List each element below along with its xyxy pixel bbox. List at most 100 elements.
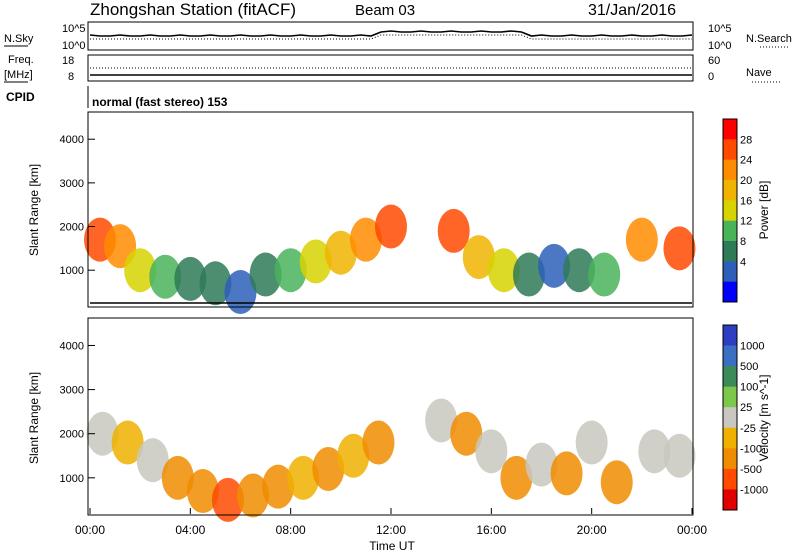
power-blob-5 <box>199 261 232 306</box>
velocity-blob-13 <box>450 411 483 456</box>
power-blob-13 <box>437 208 470 253</box>
power-blob-16 <box>512 252 545 297</box>
velocity-y-axis-label: Slant Range [km] <box>27 372 41 464</box>
power-blob-10 <box>324 230 357 275</box>
velocity-blob-16 <box>525 442 558 487</box>
velocity-colorbar-cell-8 <box>723 489 737 511</box>
power-blob-17 <box>538 243 571 288</box>
time-x-axis: 00:00 04:00 08:00 12:00 16:00 20:00 00:00 <box>75 508 707 537</box>
velocity-colorbar-tick-3: 25 <box>740 402 752 414</box>
n-search-label: N.Search <box>746 33 792 45</box>
power-blob-12 <box>375 204 407 249</box>
power-colorbar-tick-5: 8 <box>740 236 746 248</box>
velocity-blob-14 <box>475 429 508 474</box>
velocity-blob-3 <box>161 455 194 500</box>
cpid-label: CPID <box>6 90 35 104</box>
noise-right-tick-top: 10^5 <box>708 23 732 35</box>
power-blob-19 <box>588 252 621 297</box>
power-colorbar-cell-4 <box>723 200 737 222</box>
velocity-blob-18 <box>575 420 608 465</box>
velocity-colorbar-cell-3 <box>723 386 737 408</box>
freq-tick-top: 18 <box>62 55 74 67</box>
power-colorbar-tick-4: 12 <box>740 216 752 228</box>
velocity-colorbar-tick-5: -100 <box>740 443 762 455</box>
power-ytick-label-3: 4000 <box>60 134 84 146</box>
velocity-colorbar-frame <box>722 324 738 511</box>
velocity-colorbar-cell-2 <box>723 366 737 388</box>
power-colorbar-tick-2: 20 <box>740 175 752 187</box>
velocity-heatmap <box>86 398 696 522</box>
power-colorbar-cell-6 <box>723 241 737 262</box>
power-panel-frame <box>87 111 694 308</box>
velocity-blob-20 <box>638 429 671 474</box>
velocity-blob-5 <box>211 477 244 522</box>
n-sky-label: N.Sky <box>4 33 34 45</box>
velocity-blob-8 <box>287 455 320 500</box>
velocity-ytick-label-3: 4000 <box>60 340 84 352</box>
power-colorbar-cell-1 <box>723 139 737 161</box>
time-tick-label-4: 16:00 <box>476 523 506 537</box>
velocity-y-axis: 1000 2000 3000 4000 <box>60 340 95 485</box>
velocity-colorbar-label: Velocity [m s^-1] <box>757 375 771 462</box>
time-tick-label-1: 04:00 <box>175 523 205 537</box>
power-colorbar-cell-2 <box>723 159 737 181</box>
nave-tick-top: 60 <box>708 55 720 67</box>
time-tick-label-0: 00:00 <box>75 523 105 537</box>
velocity-colorbar-cell-4 <box>723 407 737 429</box>
noise-left-tick-top: 10^5 <box>62 23 86 35</box>
power-y-axis-label: Slant Range [km] <box>27 164 41 256</box>
velocity-blob-4 <box>186 469 219 514</box>
velocity-blob-17 <box>550 451 583 496</box>
velocity-blob-11 <box>362 420 395 465</box>
noise-panel-frame <box>87 21 694 51</box>
power-blob-11 <box>349 217 382 262</box>
power-colorbar-cell-0 <box>723 119 737 140</box>
power-blob-14 <box>462 235 495 280</box>
velocity-blob-1 <box>111 420 144 465</box>
velocity-blob-7 <box>262 464 295 509</box>
velocity-blob-19 <box>600 460 633 505</box>
velocity-colorbar-tick-0: 1000 <box>740 341 764 353</box>
power-colorbar-tick-1: 24 <box>740 155 752 167</box>
beam-label: Beam 03 <box>355 2 415 19</box>
power-colorbar-cell-8 <box>723 281 737 303</box>
power-colorbar-cell-7 <box>723 261 737 283</box>
power-y-axis: 1000 2000 3000 4000 <box>60 134 95 277</box>
power-colorbar-tick-6: 4 <box>740 256 746 268</box>
time-axis-label: Time UT <box>369 539 415 553</box>
power-colorbar-cell-5 <box>723 220 737 242</box>
velocity-blob-10 <box>337 433 370 478</box>
power-blob-2 <box>124 248 157 293</box>
power-colorbar: 28 24 20 16 12 8 4 <box>722 118 752 303</box>
noise-left-tick-bottom: 10^0 <box>62 40 86 52</box>
velocity-colorbar-cell-7 <box>723 468 737 490</box>
freq-tick-bottom: 8 <box>68 71 74 83</box>
velocity-colorbar-tick-6: -500 <box>740 464 762 476</box>
nave-tick-bottom: 0 <box>708 71 714 83</box>
power-heatmap <box>84 204 696 315</box>
velocity-blob-2 <box>136 438 169 483</box>
velocity-colorbar-cell-1 <box>723 345 737 367</box>
power-colorbar-tick-3: 16 <box>740 195 752 207</box>
velocity-ytick-label-1: 2000 <box>60 429 84 441</box>
noise-right-tick-bottom: 10^0 <box>708 40 732 52</box>
velocity-ytick-label-0: 1000 <box>60 473 84 485</box>
velocity-blob-15 <box>500 455 533 500</box>
power-ytick-label-0: 1000 <box>60 265 84 277</box>
power-blob-21 <box>663 226 696 271</box>
velocity-panel-frame <box>87 317 694 516</box>
velocity-colorbar-tick-1: 500 <box>740 361 758 373</box>
time-tick-label-5: 20:00 <box>577 523 607 537</box>
power-blob-4 <box>174 256 207 301</box>
station-title: Zhongshan Station (fitACF) <box>90 0 296 19</box>
freq-unit-label: [MHz] <box>4 69 33 81</box>
cpid-value: normal (fast stereo) 153 <box>92 95 228 109</box>
power-blob-20 <box>625 217 658 262</box>
velocity-colorbar: 1000 500 100 25 -25 -100 -500 -1000 <box>722 324 768 511</box>
power-blob-18 <box>563 248 596 293</box>
power-blob-7 <box>249 252 282 297</box>
velocity-colorbar-tick-4: -25 <box>740 423 756 435</box>
freq-label: Freq. <box>8 54 34 66</box>
velocity-blob-9 <box>312 447 345 491</box>
